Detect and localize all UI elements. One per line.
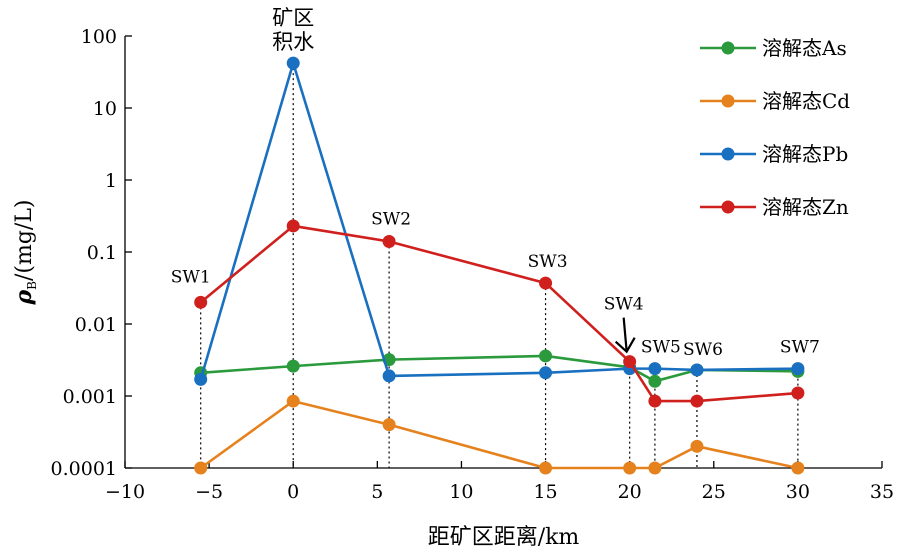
data-point	[648, 394, 662, 408]
data-point	[623, 461, 637, 475]
y-tick-label: 10	[93, 98, 117, 120]
legend-marker	[721, 147, 735, 161]
legend-label: 溶解态Pb	[762, 142, 848, 166]
data-point	[539, 461, 553, 475]
arrow-head	[614, 337, 636, 354]
x-tick-label: 35	[870, 481, 894, 503]
data-point	[382, 369, 396, 383]
data-point	[194, 295, 208, 309]
series-line	[200, 354, 798, 383]
dotted-drop-lines	[200, 63, 799, 468]
x-tick-label: 20	[618, 481, 642, 503]
data-point	[539, 366, 553, 380]
data-point	[690, 394, 704, 408]
legend-label: 溶解态Zn	[762, 195, 849, 219]
station-label: SW5	[641, 338, 681, 358]
station-label: SW3	[528, 252, 568, 272]
legend: 溶解态As 溶解态Cd 溶解态Pb 溶解态Zn	[700, 36, 850, 219]
x-tick-label: 10	[449, 481, 473, 503]
data-point	[791, 362, 805, 376]
y-tick-label: 0.001	[63, 386, 117, 408]
y-tick-label: 100	[81, 26, 117, 48]
legend-label: 溶解态As	[762, 36, 847, 60]
y-tick-label: 1	[105, 170, 117, 192]
data-point	[791, 461, 805, 475]
series-line	[199, 224, 798, 403]
x-tick-label: −10	[105, 481, 145, 503]
x-axis-title: 距矿区距离/km	[428, 525, 580, 549]
data-point	[648, 362, 662, 376]
data-point	[286, 359, 300, 373]
data-point	[648, 374, 662, 388]
station-label: 矿区	[272, 6, 314, 30]
x-tick-label: 30	[786, 481, 810, 503]
data-point	[791, 386, 805, 400]
data-point	[382, 418, 396, 432]
legend-label: 溶解态Cd	[762, 89, 850, 113]
y-axis-title: ρB/(mg/L)	[11, 199, 39, 305]
y-tick-label: 0.0001	[51, 458, 117, 480]
y-tick-label: 0.1	[87, 242, 117, 264]
station-label: SW4	[604, 295, 644, 315]
arrow-shaft	[622, 317, 628, 352]
x-tick-label: −5	[195, 481, 223, 503]
legend-marker	[721, 41, 735, 55]
x-tick-label: 25	[702, 481, 726, 503]
y-axis-title-unit: /(mg/L)	[12, 199, 37, 281]
data-point	[286, 394, 300, 408]
y-axis-title-subscript: B	[25, 281, 39, 290]
data-series	[194, 56, 805, 475]
data-point	[690, 363, 704, 377]
station-label: SW6	[683, 340, 723, 360]
y-axis-title-symbol: ρ	[11, 290, 37, 306]
series-line	[199, 399, 799, 470]
data-point	[286, 56, 300, 70]
legend-marker	[721, 200, 735, 214]
legend-marker	[721, 94, 735, 108]
station-label: SW2	[371, 209, 411, 229]
station-label: SW7	[780, 338, 820, 358]
data-point	[194, 372, 208, 386]
x-tick-label: 5	[371, 481, 383, 503]
data-point	[539, 276, 553, 290]
data-point	[623, 355, 637, 369]
x-tick-label: 0	[287, 481, 299, 503]
station-label: SW1	[171, 267, 211, 287]
data-point	[648, 461, 662, 475]
station-label: 积水	[272, 30, 314, 54]
y-tick-label: 0.01	[75, 314, 117, 336]
axes: 0.0001 0.001 0.01 0.1 1 10 100 −10 −5 0 5 10 15 20 25 3…	[11, 26, 894, 549]
data-point	[539, 349, 553, 363]
data-point	[382, 234, 396, 248]
data-point	[194, 461, 208, 475]
x-tick-label: 15	[533, 481, 557, 503]
data-point	[690, 439, 704, 453]
series-line	[199, 61, 798, 380]
data-point	[286, 219, 300, 233]
